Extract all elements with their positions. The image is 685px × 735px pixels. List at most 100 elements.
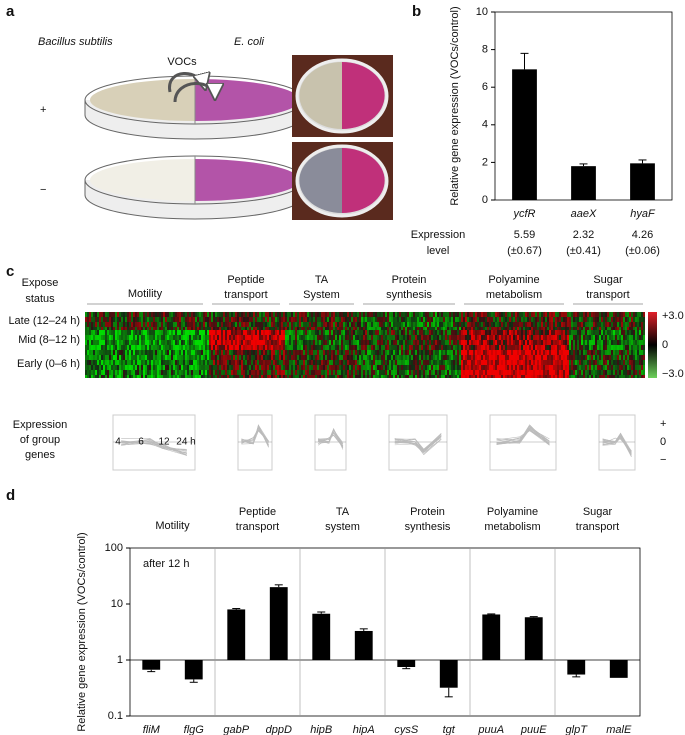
heatmap-cell: [531, 312, 533, 317]
heatmap-cell: [219, 340, 221, 345]
heatmap-cell: [115, 370, 117, 375]
heatmap-cell: [643, 350, 645, 355]
heatmap-cell: [199, 355, 201, 360]
heatmap-cell: [267, 370, 269, 375]
heatmap-cell: [233, 312, 235, 317]
heatmap-cell: [337, 317, 339, 322]
heatmap-cell: [615, 360, 617, 365]
heatmap-cell: [91, 345, 93, 350]
heatmap-cell: [131, 317, 133, 322]
heatmap-cell: [91, 327, 93, 330]
heatmap-cell: [171, 322, 173, 327]
heatmap-cell: [327, 317, 329, 322]
heatmap-cell: [455, 345, 457, 350]
heatmap-cell: [303, 340, 305, 345]
heatmap-cell: [383, 350, 385, 355]
heatmap-cell: [641, 375, 643, 378]
heatmap-cell: [565, 312, 567, 317]
heatmap-cell: [495, 345, 497, 350]
heatmap-cell: [337, 312, 339, 317]
heatmap-cell: [491, 330, 493, 335]
heatmap-cell: [555, 355, 557, 360]
heatmap-cell: [351, 335, 353, 340]
heatmap-cell: [593, 327, 595, 330]
heatmap-cell: [293, 370, 295, 375]
heatmap-cell: [193, 322, 195, 327]
heatmap-cell: [481, 322, 483, 327]
heatmap-cell: [345, 345, 347, 350]
heatmap-cell: [203, 340, 205, 345]
heatmap-cell: [489, 365, 491, 370]
heatmap-cell: [147, 355, 149, 360]
heatmap-cell: [437, 370, 439, 375]
heatmap-cell: [571, 317, 573, 322]
heatmap-cell: [639, 360, 641, 365]
heatmap-cell: [335, 317, 337, 322]
heatmap-cell: [311, 327, 313, 330]
photo-medium: [299, 62, 342, 129]
heatmap-cell: [575, 355, 577, 360]
heatmap-cell: [637, 330, 639, 335]
heatmap-cell: [439, 345, 441, 350]
heatmap-cell: [533, 375, 535, 378]
heatmap-cell: [203, 375, 205, 378]
heatmap-cell: [621, 312, 623, 317]
heatmap-cell: [191, 355, 193, 360]
heatmap-cell: [105, 365, 107, 370]
heatmap-cell: [321, 327, 323, 330]
heatmap-cell: [397, 365, 399, 370]
heatmap-cell: [615, 370, 617, 375]
heatmap-cell: [431, 327, 433, 330]
bar: [397, 660, 416, 667]
heatmap-cell: [227, 375, 229, 378]
heatmap-cell: [407, 370, 409, 375]
heatmap-cell: [581, 375, 583, 378]
heatmap-cell: [555, 375, 557, 378]
heatmap-cell: [249, 330, 251, 335]
heatmap-cell: [359, 345, 361, 350]
heatmap-cell: [473, 340, 475, 345]
heatmap-cell: [579, 340, 581, 345]
heatmap-cell: [485, 335, 487, 340]
heatmap-cell: [481, 317, 483, 322]
heatmap-cell: [513, 335, 515, 340]
heatmap-cell: [327, 355, 329, 360]
heatmap-cell: [377, 370, 379, 375]
heatmap-cell: [631, 335, 633, 340]
heatmap-cell: [565, 375, 567, 378]
heatmap-cell: [455, 322, 457, 327]
heatmap-cell: [135, 322, 137, 327]
heatmap-cell: [199, 322, 201, 327]
heatmap-cell: [617, 335, 619, 340]
heatmap-cell: [283, 317, 285, 322]
heatmap-cell: [613, 317, 615, 322]
group-label: TA: [336, 506, 350, 518]
heatmap-cell: [489, 350, 491, 355]
heatmap-cell: [389, 335, 391, 340]
heatmap-cell: [233, 365, 235, 370]
heatmap-cell: [499, 330, 501, 335]
heatmap-cell: [303, 375, 305, 378]
heatmap-cell: [211, 365, 213, 370]
heatmap-cell: [523, 327, 525, 330]
heatmap-cell: [639, 335, 641, 340]
heatmap-cell: [133, 317, 135, 322]
heatmap-cell: [191, 370, 193, 375]
heatmap-cell: [225, 350, 227, 355]
heatmap-cell: [195, 317, 197, 322]
heatmap-cell: [457, 350, 459, 355]
heatmap-cell: [261, 375, 263, 378]
heatmap-cell: [593, 370, 595, 375]
heatmap-cell: [173, 370, 175, 375]
heatmap-cell: [141, 322, 143, 327]
heatmap-cell: [237, 365, 239, 370]
heatmap-cell: [337, 327, 339, 330]
heatmap-cell: [119, 327, 121, 330]
heatmap-cell: [321, 340, 323, 345]
heatmap-cell: [561, 370, 563, 375]
heatmap-cell: [631, 322, 633, 327]
heatmap-cell: [641, 340, 643, 345]
heatmap-cell: [407, 322, 409, 327]
heatmap-cell: [347, 360, 349, 365]
heatmap-cell: [457, 330, 459, 335]
